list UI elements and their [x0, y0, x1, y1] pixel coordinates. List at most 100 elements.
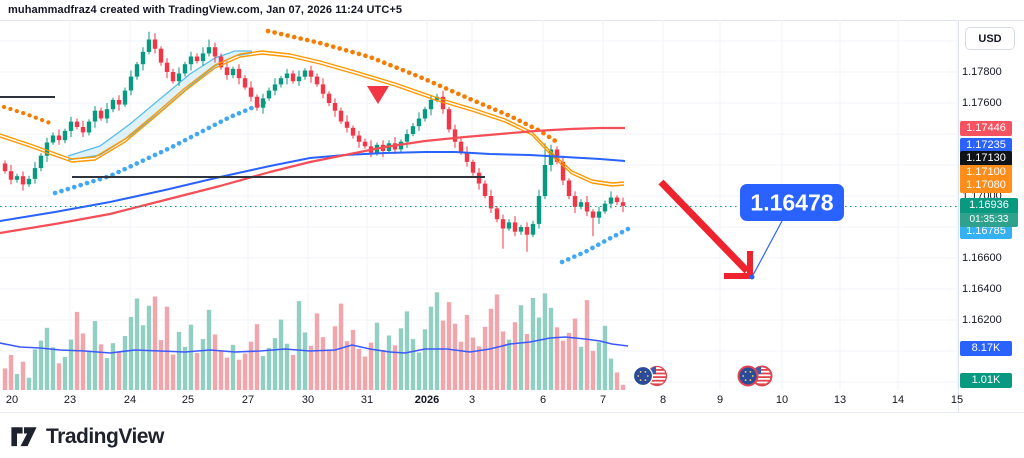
indicator-price-label: 1.17080 [960, 177, 1012, 193]
candle [344, 121, 350, 128]
candle [278, 78, 284, 85]
volume-bar [482, 326, 488, 390]
volume-bar [128, 317, 134, 390]
volume-bar [500, 331, 506, 390]
volume-bar [470, 337, 476, 390]
candle [620, 202, 626, 206]
candle [350, 127, 356, 136]
candle [260, 98, 266, 108]
volume-bar [218, 351, 224, 390]
psar-dots-top-orange [265, 28, 560, 145]
time-axis-label: 23 [63, 394, 77, 406]
candle [338, 110, 344, 122]
volume-bar [146, 305, 152, 390]
volume-bar [572, 318, 578, 390]
volume-bar [284, 343, 290, 390]
envelope-orange-2 [0, 53, 625, 187]
volume-bar [386, 335, 392, 390]
candle [308, 70, 314, 77]
candle [284, 73, 290, 79]
tradingview-logo-text: TradingView [46, 425, 164, 448]
volume-bar [560, 340, 566, 390]
candle [494, 208, 500, 220]
volume-bar [104, 358, 110, 390]
candle [464, 152, 470, 162]
volume-bar [278, 319, 284, 390]
candle [506, 222, 512, 229]
candle [128, 76, 134, 91]
indicator-price-label: 1.17100 [960, 164, 1012, 180]
candle [290, 73, 296, 82]
candle [482, 183, 488, 196]
volume-bar [344, 341, 350, 390]
volume-bar [368, 342, 374, 390]
volume-bar [44, 327, 50, 390]
volume-bar [248, 341, 254, 390]
volume-bar [314, 313, 320, 390]
candle [422, 109, 428, 119]
candle [530, 223, 536, 235]
volume-bar [182, 346, 188, 390]
candle [446, 109, 452, 130]
candle [230, 68, 236, 76]
time-axis-label: 9 [716, 394, 724, 406]
economic-event-flags[interactable] [737, 365, 773, 387]
volume-bar [530, 298, 536, 390]
price-target-callout[interactable]: 1.16478 [740, 184, 844, 221]
indicator-price-label: 1.01K [960, 372, 1012, 388]
candle [26, 178, 32, 185]
candle [608, 197, 614, 204]
volume-bar [512, 322, 518, 390]
volume-bar [308, 345, 314, 390]
candle [2, 163, 8, 172]
candle [242, 78, 248, 88]
currency-unit-button[interactable]: USD [965, 27, 1015, 50]
volume-bar [548, 307, 554, 390]
price-axis-label: 1.17600 [962, 97, 1002, 109]
time-axis-label: 25 [181, 394, 195, 406]
volume-bar [188, 324, 194, 390]
volume-bar [98, 344, 104, 390]
candle [602, 203, 608, 212]
candle [410, 126, 416, 134]
candle [320, 84, 326, 94]
time-axis-label: 10 [775, 394, 789, 406]
volume-bar [320, 337, 326, 390]
volume-bar [176, 331, 182, 390]
volume-bar [338, 303, 344, 390]
volume-bar [158, 340, 164, 390]
volume-bar [452, 323, 458, 390]
candle [44, 142, 50, 156]
candle [152, 39, 158, 49]
candle [488, 196, 494, 209]
tradingview-logo[interactable]: TradingView [10, 424, 164, 450]
volume-bar [332, 326, 338, 390]
candle [122, 90, 128, 105]
candle [548, 149, 554, 165]
candle [566, 180, 572, 196]
time-axis-label: 15 [950, 394, 964, 406]
callout-anchor-point [749, 274, 755, 280]
candle [56, 135, 62, 141]
candle [164, 62, 170, 72]
candle [332, 103, 338, 111]
bearish-triangle-marker[interactable] [367, 86, 389, 104]
candle [68, 121, 74, 131]
time-axis-label: 24 [123, 394, 137, 406]
economic-event-flags[interactable] [632, 365, 668, 387]
price-axis-label: 1.17800 [962, 66, 1002, 78]
candle [584, 202, 590, 212]
volume-bar [494, 294, 500, 390]
volume-bar [440, 320, 446, 390]
volume-bar [38, 340, 44, 390]
candle [500, 219, 506, 229]
projection-arrow[interactable] [658, 179, 753, 279]
candle [8, 171, 14, 180]
candle [170, 72, 176, 82]
candle [236, 68, 242, 79]
ma-red [0, 126, 625, 235]
price-axis-label: 1.16600 [962, 252, 1002, 264]
candle [518, 227, 524, 232]
volume-bar [122, 336, 128, 390]
